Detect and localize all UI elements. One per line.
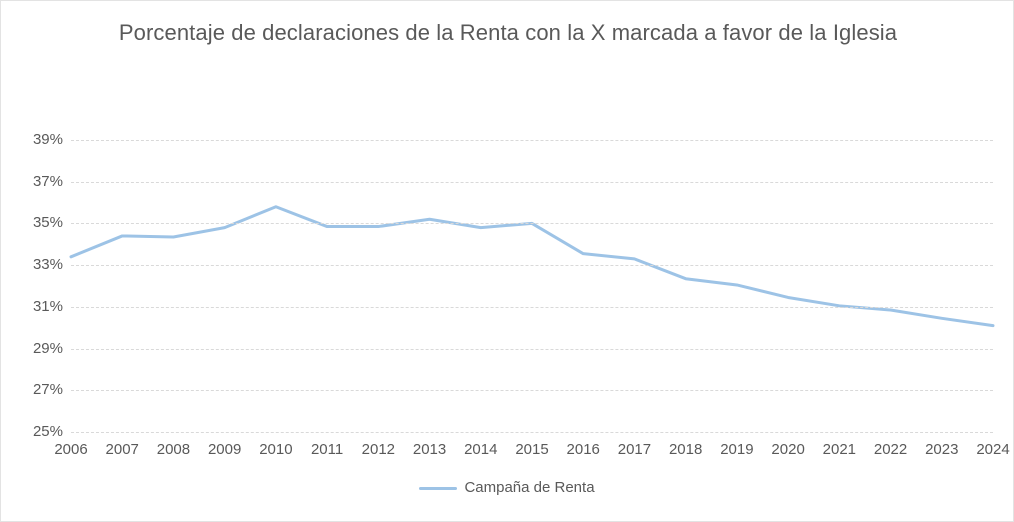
y-axis-tick-label: 29% [32, 339, 63, 357]
y-axis-tick-label: 37% [32, 172, 63, 190]
legend-label-campana-de-renta: Campaña de Renta [464, 479, 595, 496]
gridline [71, 390, 993, 392]
x-axis: 2006 2007 2008 2009 2010 2011 2012 2013 2014 2015… [54, 441, 1009, 463]
x-axis-tick-label: 2014 [464, 441, 498, 458]
gridline [71, 432, 993, 433]
plot-area [69, 140, 995, 433]
x-axis-tick-label: 2021 [822, 441, 857, 458]
x-axis-tick-label: 2012 [361, 441, 396, 458]
chart-title: Porcentaje de declaraciones de la Renta … [118, 20, 898, 45]
x-axis-tick-label: 2019 [720, 441, 754, 458]
x-axis-tick-label: 2010 [259, 441, 293, 458]
x-axis-tick-label: 2007 [105, 441, 139, 458]
x-axis-tick-label: 2023 [925, 441, 959, 458]
gridline [71, 181, 993, 183]
x-axis-tick-label: 2015 [515, 441, 549, 458]
x-axis-tick-label: 2024 [976, 441, 1010, 458]
gridline [71, 348, 993, 350]
x-axis-tick-label: 2009 [207, 441, 242, 458]
x-axis-tick-label: 2006 [54, 441, 88, 458]
x-axis-tick-label: 2013 [412, 441, 447, 458]
chart-legend: Campaña de Renta [1, 479, 1013, 497]
y-axis-tick-label: 25% [32, 423, 63, 440]
y-axis-tick-label: 31% [32, 297, 63, 315]
gridline [71, 265, 993, 267]
series-line-campana-de-renta [69, 205, 995, 328]
y-axis-tick-label: 39% [32, 131, 63, 148]
y-axis: 25% 27% 29% 31% 33% 35% 37% 39% [1, 1, 63, 521]
x-axis-tick-label: 2016 [566, 441, 600, 458]
gridline [71, 223, 993, 225]
x-axis-tick-label: 2018 [668, 441, 703, 458]
y-axis-tick-label: 35% [32, 214, 63, 232]
y-axis-tick-label: 27% [32, 381, 63, 399]
x-axis-tick-label: 2020 [771, 441, 805, 458]
y-axis-tick-label: 33% [32, 256, 63, 274]
x-axis-tick-label: 2008 [156, 441, 191, 458]
x-axis-tick-label: 2017 [617, 441, 652, 458]
x-axis-tick-label: 2022 [873, 441, 908, 458]
legend-line-swatch [419, 486, 458, 490]
x-axis-tick-label: 2011 [310, 441, 344, 458]
gridline [71, 306, 993, 308]
gridline [71, 140, 993, 141]
